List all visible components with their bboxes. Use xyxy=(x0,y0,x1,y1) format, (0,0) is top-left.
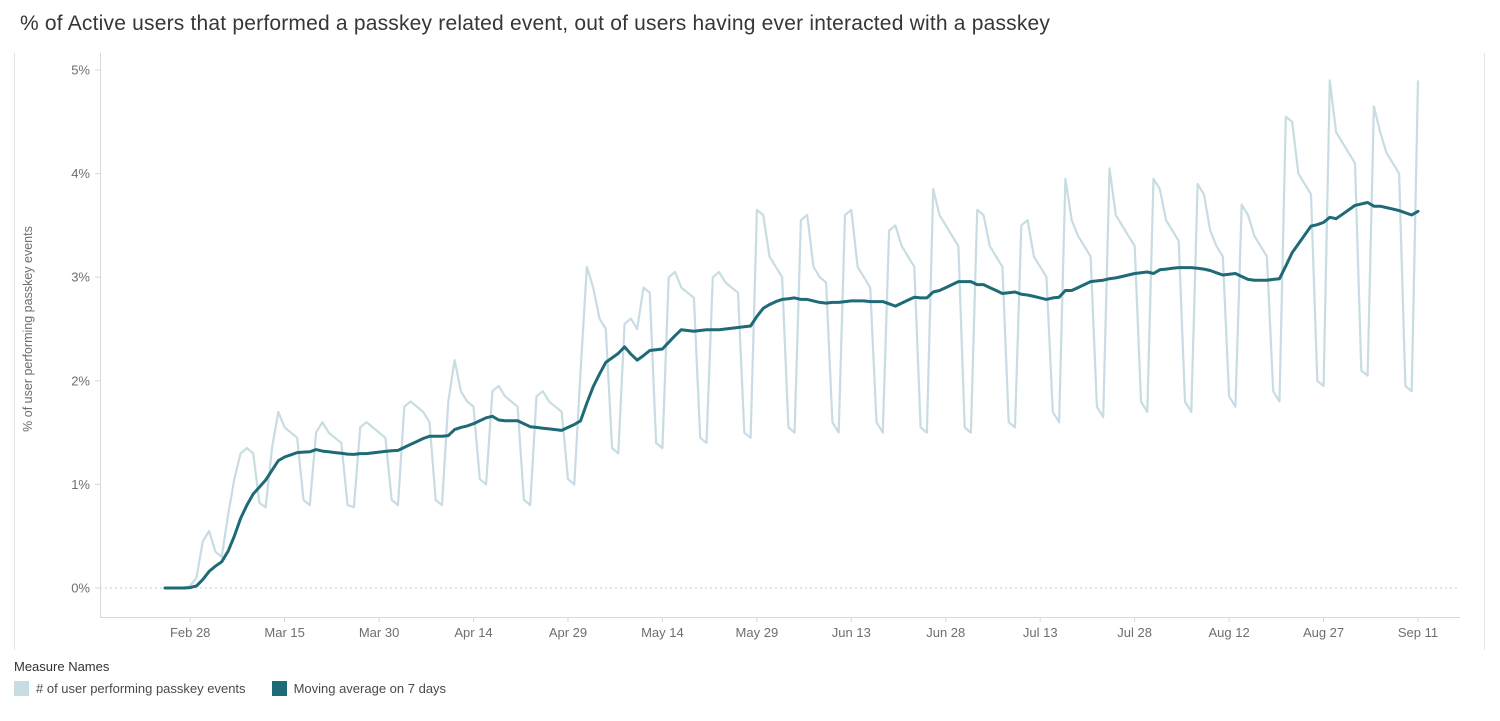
x-tick-label: Aug 12 xyxy=(1209,625,1250,640)
y-tick-label: 0% xyxy=(71,581,90,596)
legend-swatch-daily-icon xyxy=(14,681,29,696)
y-tick-label: 3% xyxy=(71,270,90,285)
y-tick-label: 2% xyxy=(71,373,90,388)
y-tick-label: 4% xyxy=(71,166,90,181)
x-tick-label: Jul 28 xyxy=(1117,625,1152,640)
legend-items: # of user performing passkey events Movi… xyxy=(14,681,1500,696)
legend-item-daily[interactable]: # of user performing passkey events xyxy=(14,681,246,696)
daily-series-line xyxy=(165,79,1420,590)
legend: Measure Names # of user performing passk… xyxy=(14,659,1500,696)
chart-title: % of Active users that performed a passk… xyxy=(20,12,1051,35)
x-tick-label: Jun 13 xyxy=(832,625,871,640)
y-axis-title: % of user performing passkey events xyxy=(21,226,35,432)
legend-label-moving-average: Moving average on 7 days xyxy=(293,681,447,696)
x-tick-label: Jun 28 xyxy=(926,625,965,640)
x-tick-label: Sep 11 xyxy=(1398,625,1438,640)
x-tick-label: May 29 xyxy=(736,625,779,640)
legend-item-moving-average[interactable]: Moving average on 7 days xyxy=(271,681,447,696)
x-tick-label: Mar 30 xyxy=(359,625,399,640)
x-tick-label: Aug 27 xyxy=(1303,625,1344,640)
moving-average-line xyxy=(163,201,1420,590)
x-tick-label: Mar 15 xyxy=(264,625,304,640)
x-tick-label: Apr 14 xyxy=(454,625,492,640)
y-tick-label: 1% xyxy=(71,477,90,492)
legend-swatch-moving-average-icon xyxy=(271,681,287,696)
chart-svg: 0% 1% 2% 3% 4% 5% Feb 28 Mar 15 Mar 30 Apr 14 Apr … xyxy=(14,53,1485,650)
x-tick-label: Jul 13 xyxy=(1023,625,1058,640)
legend-label-daily: # of user performing passkey events xyxy=(36,681,246,696)
chart-area: 0% 1% 2% 3% 4% 5% Feb 28 Mar 15 Mar 30 Apr 14 Apr … xyxy=(0,45,1500,657)
x-tick-label: Feb 28 xyxy=(170,625,210,640)
x-tick-label: Apr 29 xyxy=(549,625,587,640)
y-tick-label: 5% xyxy=(71,63,90,78)
x-tick-label: May 14 xyxy=(641,625,684,640)
legend-title: Measure Names xyxy=(14,659,110,674)
